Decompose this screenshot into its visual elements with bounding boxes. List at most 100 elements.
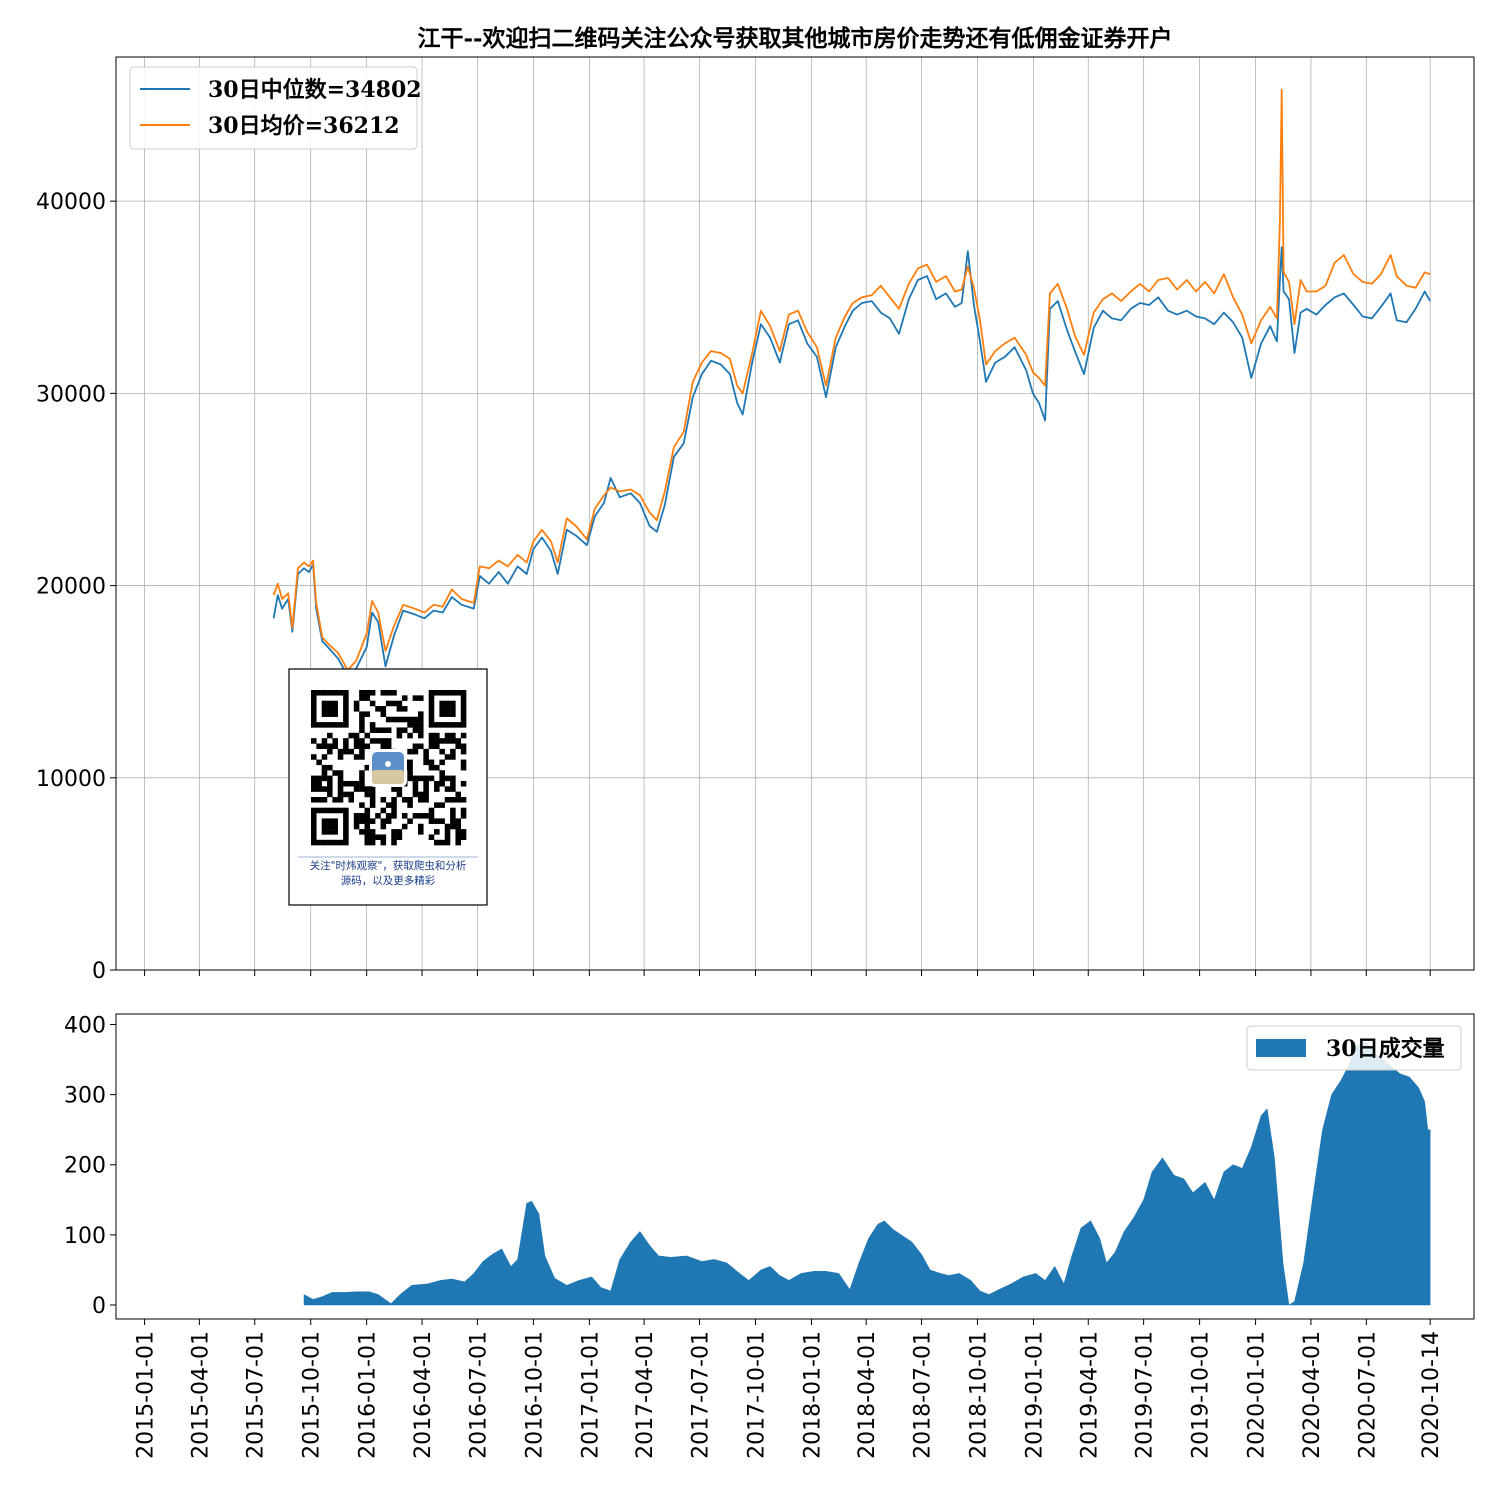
qr-module <box>439 706 445 712</box>
qr-module <box>391 829 397 835</box>
qr-module <box>353 823 360 830</box>
qr-module <box>364 834 371 840</box>
bottom-ytick-label-2: 200 <box>64 1154 106 1179</box>
qr-module <box>423 754 429 760</box>
bottom-axes-frame <box>115 1013 1475 1320</box>
qr-module <box>439 775 445 782</box>
qr-module <box>353 706 360 712</box>
qr-module <box>423 791 429 798</box>
qr-module <box>337 748 344 755</box>
qr-module <box>311 829 317 835</box>
qr-module <box>450 818 456 824</box>
qr-module <box>337 791 344 798</box>
qr-module <box>428 743 435 750</box>
qr-module <box>327 722 333 728</box>
qr-module <box>380 743 387 750</box>
qr-module <box>380 834 387 840</box>
qr-module <box>439 748 445 755</box>
qr-module <box>311 722 317 728</box>
chart-title: 江干--欢迎扫二维码关注公众号获取其他城市房价走势还有低佣金证券开户 <box>417 25 1172 52</box>
qr-module <box>364 764 371 771</box>
qr-module <box>369 802 376 808</box>
bottom-xtick-label-0: 2015-01-01 <box>134 1331 159 1459</box>
qr-module <box>418 813 424 819</box>
qr-module <box>434 829 440 835</box>
qr-module <box>412 722 419 728</box>
qr-module <box>316 807 322 814</box>
qr-module <box>450 690 456 696</box>
qr-module <box>407 818 413 824</box>
qr-module <box>418 775 424 782</box>
qr-module <box>460 797 467 803</box>
qr-avatar-person <box>385 761 391 767</box>
qr-module <box>385 802 392 808</box>
qr-module <box>332 743 338 750</box>
qr-module <box>343 738 349 744</box>
qr-module <box>428 700 435 707</box>
qr-module <box>348 791 354 798</box>
qr-module <box>327 775 333 782</box>
qr-module <box>407 770 413 776</box>
qr-module <box>369 818 376 824</box>
qr-module <box>364 823 371 830</box>
legend-swatch-volume <box>1256 1039 1306 1057</box>
qr-module <box>380 738 387 744</box>
qr-module <box>428 695 435 701</box>
qr-module <box>327 823 333 830</box>
qr-module <box>321 706 328 712</box>
qr-module <box>439 780 445 787</box>
qr-module <box>450 807 456 814</box>
qr-module <box>369 700 376 707</box>
qr-module <box>450 748 456 755</box>
bottom-legend: 30日成交量 <box>1246 1025 1462 1071</box>
qr-module <box>327 807 333 814</box>
qr-module <box>321 797 328 803</box>
qr-module <box>407 802 413 808</box>
qr-module <box>337 780 344 787</box>
legend-label-median: 30日中位数=34802 <box>208 77 422 103</box>
qr-module <box>311 700 317 707</box>
qr-module <box>316 759 322 766</box>
bottom-y-axis: 0 100 200 300 400 <box>64 1014 116 1319</box>
qr-module <box>311 823 317 830</box>
qr-module <box>311 690 317 696</box>
qr-module <box>428 711 435 717</box>
bottom-xtick-label-17: 2019-04-01 <box>1077 1331 1102 1459</box>
qr-module <box>418 722 424 728</box>
series-area-0 <box>303 1041 1431 1306</box>
qr-module <box>327 711 333 717</box>
qr-module <box>375 738 381 744</box>
qr-module <box>364 807 371 814</box>
qr-module <box>418 829 424 835</box>
bottom-xtick-label-12: 2018-01-01 <box>800 1331 825 1459</box>
qr-module <box>407 722 413 728</box>
qr-module <box>316 839 322 846</box>
qr-module <box>391 802 397 808</box>
qr-module <box>385 743 392 750</box>
qr-module <box>455 690 461 696</box>
qr-module <box>353 738 360 744</box>
qr-module <box>337 807 344 814</box>
qr-module <box>327 791 333 798</box>
qr-module <box>364 786 371 792</box>
qr-module <box>450 732 456 739</box>
qr-module <box>434 722 440 728</box>
bottom-xtick-label-15: 2018-10-01 <box>967 1331 992 1459</box>
qr-module <box>455 818 461 824</box>
qr-module <box>385 690 392 696</box>
qr-module <box>396 716 403 723</box>
qr-module <box>369 797 376 803</box>
qr-module <box>407 748 413 755</box>
qr-module <box>396 791 403 798</box>
qr-module <box>369 839 376 846</box>
qr-module <box>343 834 349 840</box>
qr-module <box>407 764 413 771</box>
qr-module <box>444 834 451 840</box>
qr-module <box>412 780 419 787</box>
qr-module <box>455 829 461 835</box>
qr-module <box>311 716 317 723</box>
qr-module <box>359 780 365 787</box>
qr-module <box>407 732 413 739</box>
qr-module <box>348 732 354 739</box>
qr-module <box>460 834 467 840</box>
